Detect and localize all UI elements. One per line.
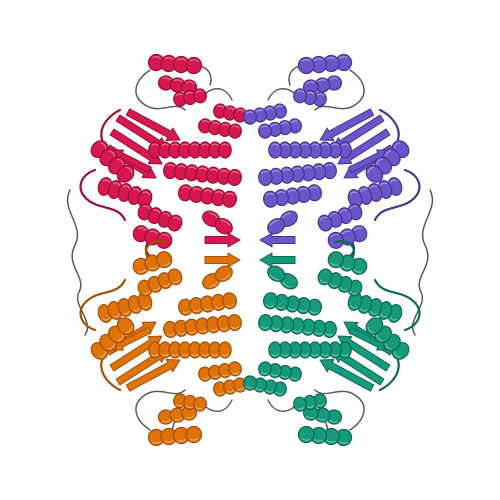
alpha-helix — [268, 141, 352, 159]
alpha-helix — [297, 425, 353, 447]
alpha-helix — [148, 141, 232, 159]
alpha-helix — [243, 103, 287, 125]
alpha-helix — [177, 292, 238, 316]
alpha-helix — [267, 210, 298, 235]
alpha-helix — [243, 375, 287, 397]
alpha-helix — [173, 393, 207, 412]
beta-strand — [204, 252, 241, 268]
chain-bottom-left — [79, 240, 257, 447]
alpha-helix — [202, 210, 233, 235]
alpha-helix — [293, 393, 327, 412]
alpha-helix — [132, 251, 173, 275]
beta-strand — [259, 232, 296, 248]
beta-strand — [125, 108, 181, 141]
alpha-helix — [90, 317, 135, 360]
alpha-helix — [163, 313, 242, 339]
alpha-helix — [202, 265, 233, 290]
alpha-helix — [317, 203, 363, 232]
alpha-helix — [258, 361, 302, 382]
alpha-helix — [347, 292, 403, 323]
alpha-helix — [137, 203, 183, 232]
beta-strand — [319, 359, 375, 392]
alpha-helix — [267, 265, 298, 290]
alpha-helix — [327, 251, 368, 275]
beta-strand — [259, 252, 296, 268]
alpha-helix — [268, 341, 352, 359]
alpha-helix — [173, 88, 207, 107]
alpha-helix — [97, 177, 153, 208]
alpha-helix — [163, 161, 242, 187]
alpha-helix — [262, 292, 323, 316]
alpha-helix — [262, 184, 323, 208]
chain-top-right — [243, 53, 421, 260]
alpha-helix — [297, 53, 353, 75]
chain-bottom-right — [243, 240, 421, 447]
alpha-helix — [132, 225, 173, 249]
alpha-helix — [365, 317, 410, 360]
alpha-helix — [198, 361, 242, 382]
alpha-helix — [198, 118, 242, 139]
alpha-helix — [157, 75, 198, 95]
alpha-helix — [90, 140, 135, 183]
alpha-helix — [347, 177, 403, 208]
alpha-helix — [302, 75, 343, 95]
alpha-helix — [148, 341, 232, 359]
beta-strand — [204, 232, 241, 248]
beta-strand — [319, 108, 375, 141]
alpha-helix — [147, 425, 203, 447]
alpha-helix — [258, 161, 337, 187]
alpha-helix — [147, 53, 203, 75]
alpha-helix — [258, 313, 337, 339]
alpha-helix — [137, 268, 183, 297]
alpha-helix — [157, 405, 198, 425]
alpha-helix — [258, 118, 302, 139]
alpha-helix — [317, 268, 363, 297]
alpha-helix — [327, 225, 368, 249]
alpha-helix — [177, 184, 238, 208]
beta-strand — [125, 359, 181, 392]
alpha-helix — [293, 88, 327, 107]
alpha-helix — [365, 140, 410, 183]
